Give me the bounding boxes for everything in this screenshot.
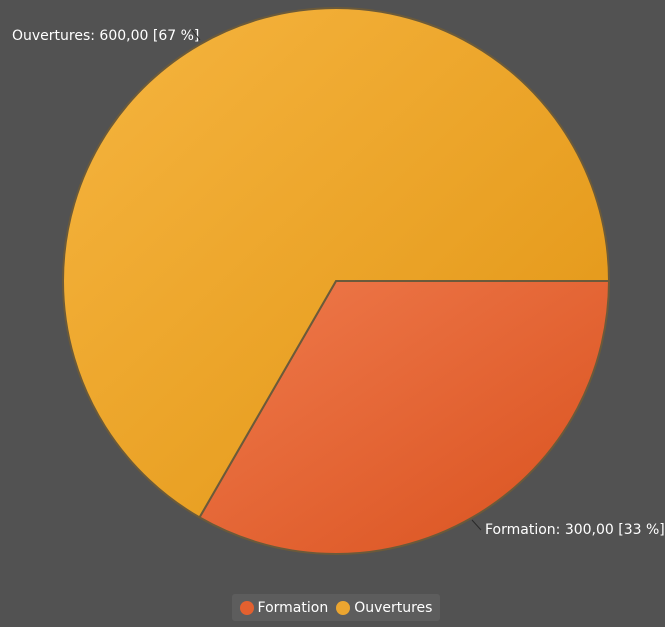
legend-label-ouvertures: Ouvertures	[354, 599, 433, 616]
pie-slice-formation[interactable]	[198, 280, 611, 555]
legend-item-formation[interactable]: Formation	[239, 599, 329, 616]
label-leader-ouvertures	[191, 29, 201, 41]
label-leader-formation	[471, 519, 482, 531]
slice-label-formation: Formation: 300,00 [33 %]	[485, 522, 665, 538]
legend-swatch-ouvertures	[336, 600, 351, 615]
pie-labels: Ouvertures: 600,00 [67 %] Formation: 300…	[12, 28, 665, 538]
chart-legend: Formation Ouvertures	[232, 594, 440, 621]
legend-swatch-formation	[239, 600, 254, 615]
pie-slices	[62, 7, 611, 555]
slice-label-ouvertures: Ouvertures: 600,00 [67 %]	[12, 28, 199, 44]
legend-label-formation: Formation	[257, 599, 329, 616]
pie-slice-ouvertures[interactable]	[62, 7, 611, 519]
legend-item-ouvertures[interactable]: Ouvertures	[336, 600, 432, 616]
